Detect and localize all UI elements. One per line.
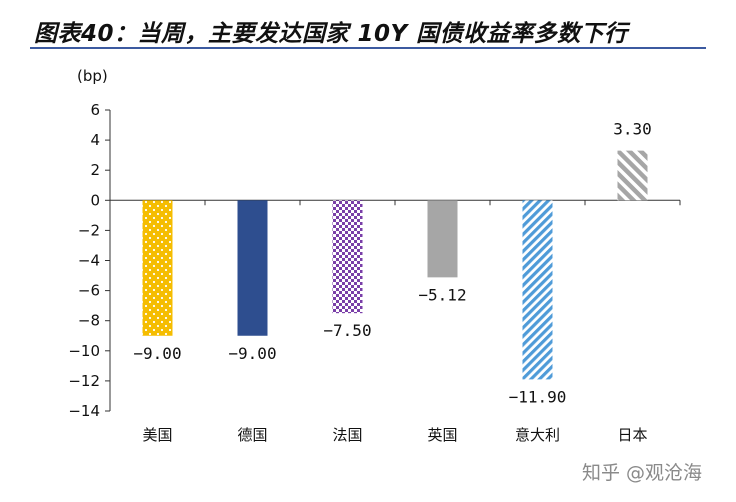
category-label-0: 美国: [142, 426, 172, 444]
chart-title: 图表40：当周，主要发达国家 10Y 国债收益率多数下行: [34, 21, 628, 47]
category-label-5: 日本: [617, 426, 647, 444]
bar-2: [332, 200, 363, 314]
data-label-4: −11.90: [509, 387, 567, 406]
y-tick-label: −10: [68, 342, 100, 360]
y-tick-label: −2: [78, 221, 100, 239]
category-label-3: 英国: [427, 426, 457, 444]
y-tick-label: −8: [78, 312, 100, 330]
y-tick-label: −6: [78, 282, 100, 300]
category-label-4: 意大利: [515, 426, 560, 444]
y-tick-label: 0: [90, 191, 100, 209]
bar-5: [617, 150, 648, 201]
y-tick-label: 4: [90, 131, 100, 149]
data-label-1: −9.00: [228, 344, 276, 363]
bars: [142, 150, 648, 380]
category-label-2: 法国: [332, 426, 362, 444]
title-underline: [30, 47, 706, 49]
data-label-2: −7.50: [323, 321, 371, 340]
y-tick-label: −12: [68, 372, 100, 390]
y-tick-label: −4: [78, 252, 100, 270]
bar-1: [237, 200, 268, 336]
bar-3: [427, 200, 458, 278]
y-axis-unit: (bp): [77, 67, 108, 85]
category-label-1: 德国: [237, 426, 267, 444]
watermark-text: 知乎 @观沧海: [582, 462, 703, 484]
data-label-5: 3.30: [613, 120, 652, 139]
y-tick-label: 6: [90, 101, 100, 119]
axes: 6 4 2 0 −2 −4 −6 −8 −10 −12 −14: [68, 101, 681, 420]
labels: −9.00 美国 −9.00 德国 −7.50 法国 −5.12 英国 −11.90 意大利 3.3…: [133, 120, 651, 444]
y-tick-label: −14: [68, 402, 100, 420]
y-tick-label: 2: [90, 161, 100, 179]
bar-0: [142, 200, 173, 336]
data-label-3: −5.12: [418, 285, 466, 304]
bar-4: [522, 200, 553, 380]
data-label-0: −9.00: [133, 344, 181, 363]
